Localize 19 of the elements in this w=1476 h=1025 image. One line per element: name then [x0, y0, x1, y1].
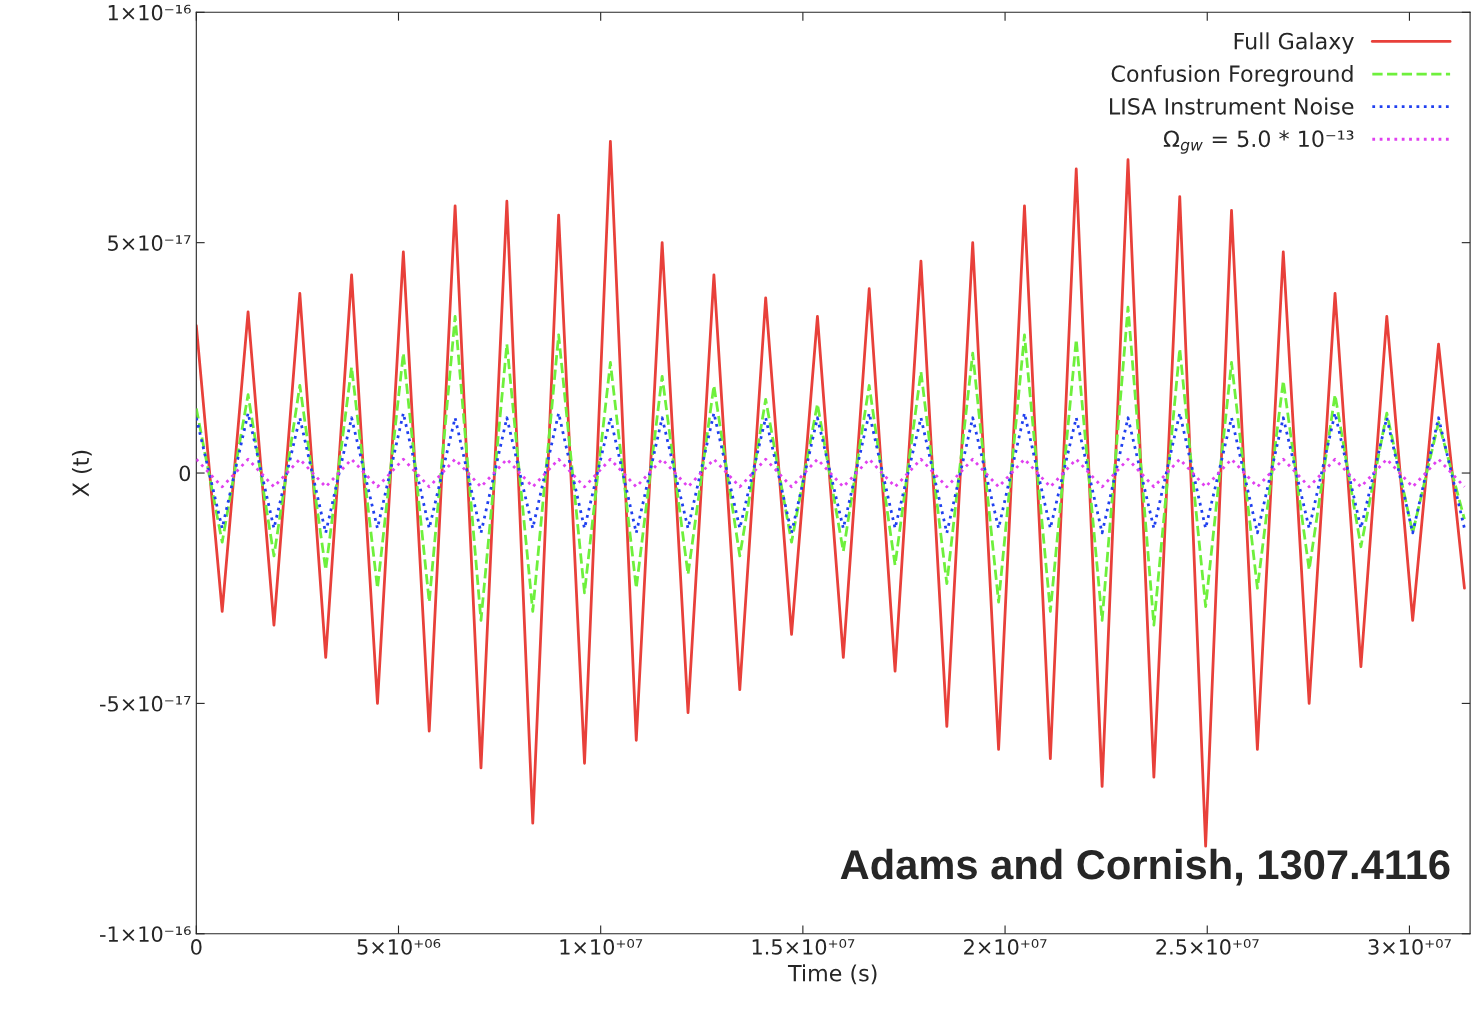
x-tick-label: 0 [191, 939, 202, 955]
y-tick-label: 5×10⁻¹⁷ [108, 235, 191, 251]
legend-label: Confusion Foreground [1111, 64, 1353, 87]
x-tick-label: 2×10⁺⁰⁷ [964, 939, 1047, 955]
x-tick-label: 5×10⁺⁰⁶ [357, 939, 441, 955]
x-axis-title: Time (s) [787, 964, 877, 985]
y-tick-label: 0 [179, 465, 191, 482]
y-axis-title: X (t) [71, 450, 92, 497]
x-tick-label: 3×10⁺⁰⁷ [1368, 939, 1451, 955]
legend-label: LISA Instrument Noise [1110, 97, 1354, 115]
x-tick-label: 1.5×10⁺⁰⁷ [752, 939, 855, 955]
annotation: Adams and Cornish, 1307.4116 [840, 848, 1450, 886]
x-tick-label: 2.5×10⁺⁰⁷ [1156, 939, 1259, 955]
legend-label: Full Galaxy [1234, 32, 1354, 54]
y-tick-label: -5×10⁻¹⁷ [100, 695, 191, 712]
legend-label: Ω$_{gw}$ = 5.0 * 10⁻¹³ [1163, 130, 1354, 154]
y-tick-label: 1×10⁻¹⁶ [108, 4, 191, 21]
y-tick-label: -1×10⁻¹⁶ [100, 926, 191, 942]
x-tick-label: 1×10⁺⁰⁷ [560, 939, 643, 955]
